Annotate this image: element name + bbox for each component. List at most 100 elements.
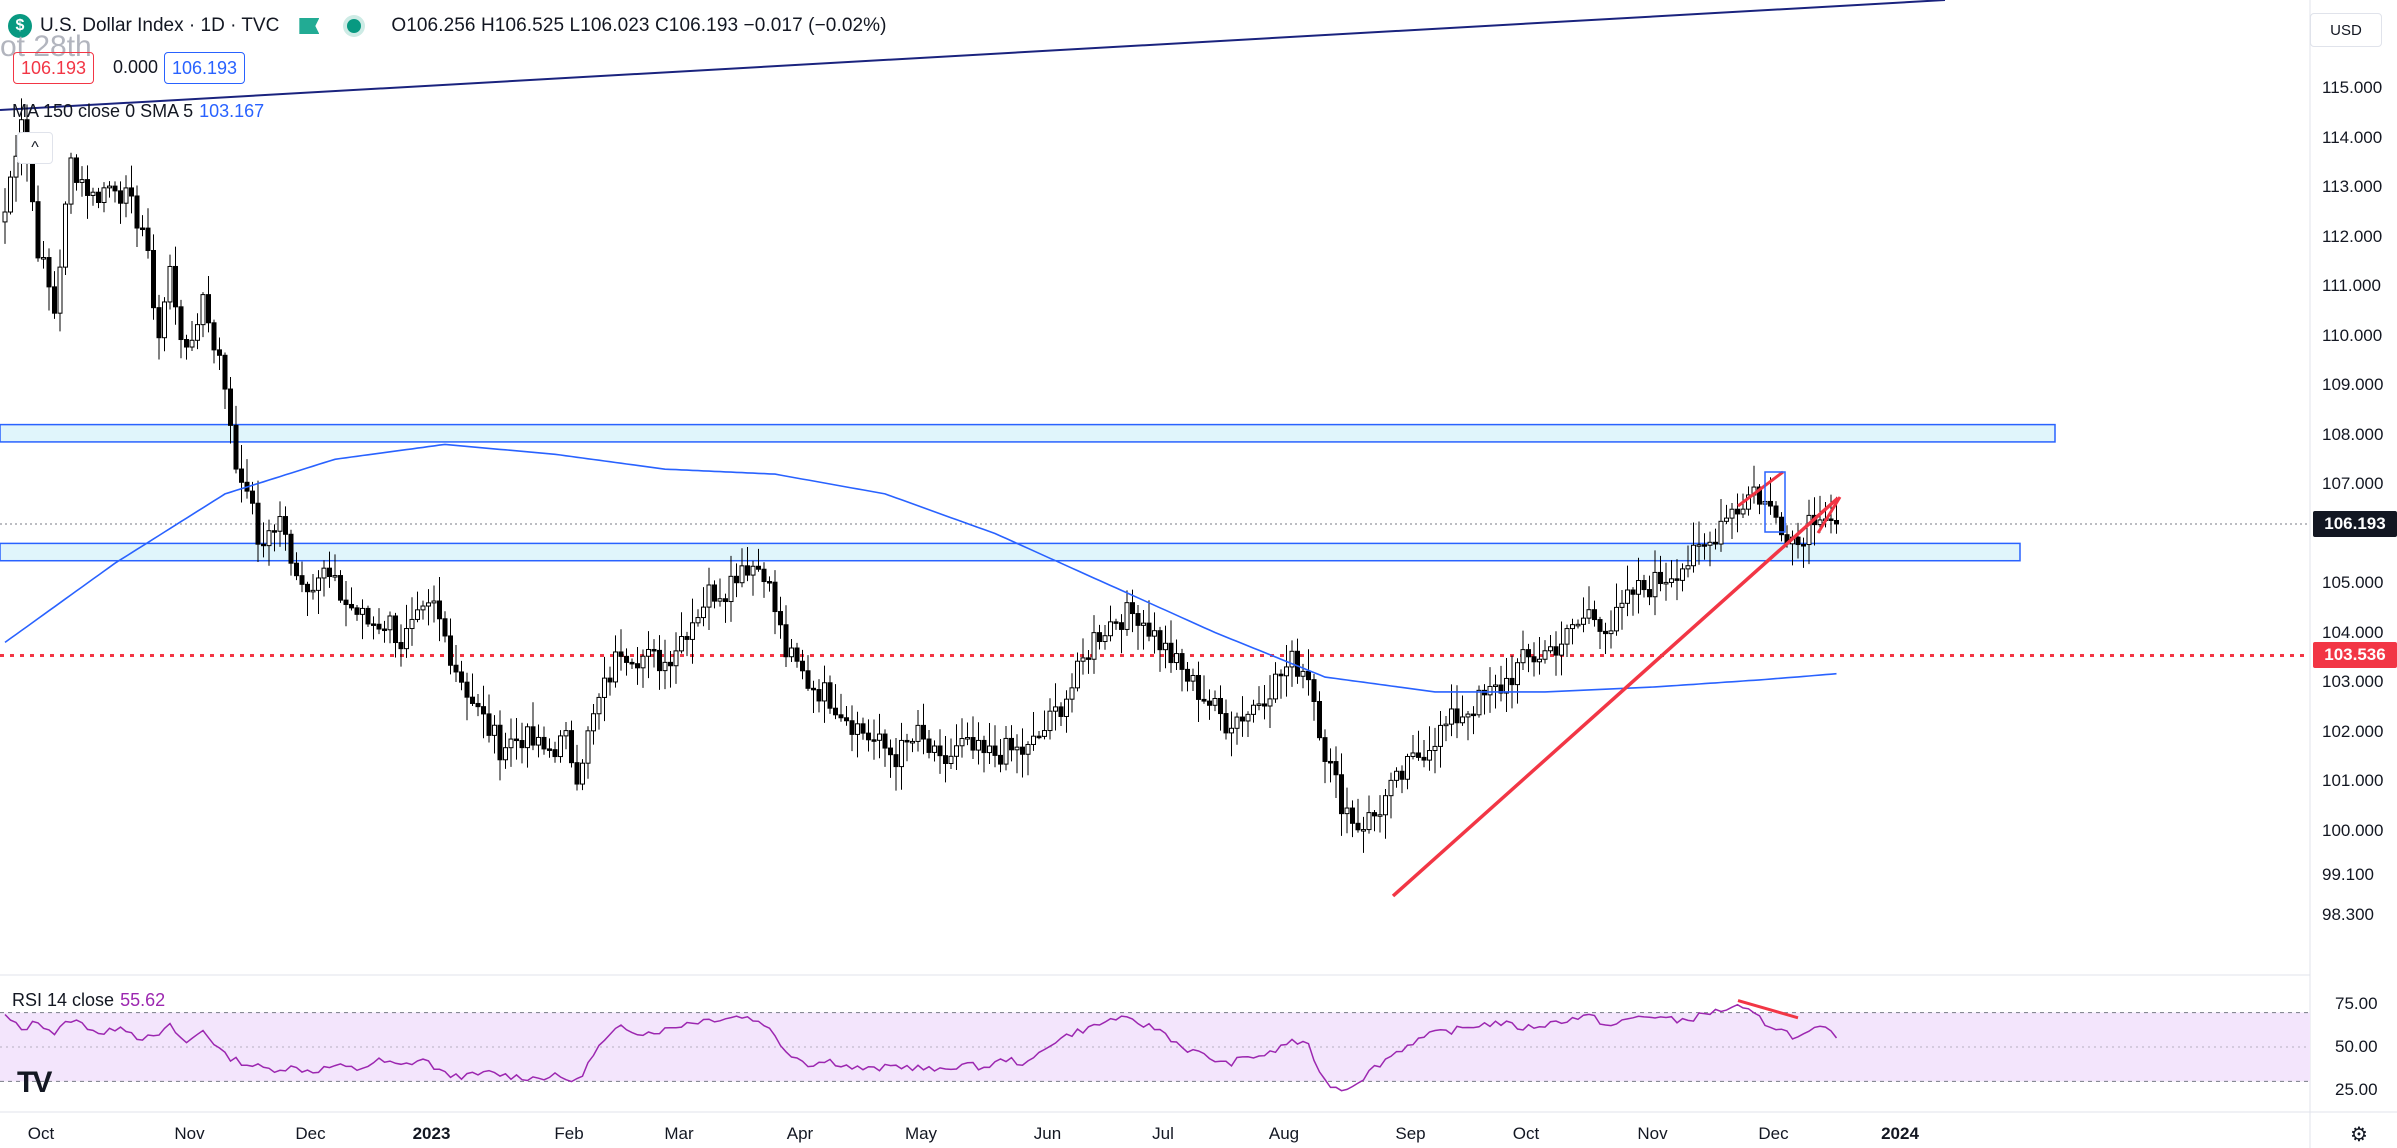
- candle-body: [1674, 578, 1680, 581]
- support-zone: [0, 423, 2056, 443]
- candle-body: [178, 306, 184, 341]
- candle-body: [871, 739, 877, 742]
- time-tick-label: Jun: [1033, 1124, 1062, 1143]
- candle-body: [470, 696, 475, 704]
- candle-body: [1251, 704, 1256, 715]
- candle-body: [745, 565, 750, 576]
- candle-body: [1020, 746, 1025, 755]
- candle-body: [1036, 735, 1042, 739]
- candle-body: [1317, 700, 1322, 739]
- market-status-icon[interactable]: [347, 19, 362, 33]
- candle-body: [1438, 724, 1443, 747]
- candle-body: [354, 607, 360, 615]
- sell-price-button[interactable]: 106.193: [13, 52, 95, 84]
- dollar-icon[interactable]: $: [8, 14, 32, 38]
- candle-body: [525, 726, 530, 749]
- candle-body: [459, 671, 464, 683]
- candle-body: [613, 651, 618, 683]
- candle-body: [288, 533, 294, 564]
- candle-body: [448, 635, 453, 666]
- candle-body: [739, 565, 745, 584]
- rsi-tick-label: 50.00: [2335, 1037, 2378, 1056]
- candle-body: [1124, 602, 1130, 630]
- candle-body: [1003, 737, 1009, 765]
- candle-body: [437, 600, 442, 620]
- candle-body: [398, 642, 404, 650]
- time-tick-label: Apr: [786, 1124, 814, 1143]
- candle-body: [1207, 700, 1212, 706]
- candle-body: [1080, 657, 1086, 662]
- gear-icon[interactable]: ⚙: [2350, 1124, 2368, 1146]
- candle-body: [1377, 814, 1383, 817]
- candle-body: [701, 606, 706, 619]
- rsi-indicator-legend[interactable]: RSI 14 close 55.62: [12, 990, 165, 1011]
- candle-body: [1575, 623, 1581, 627]
- candle-body: [107, 185, 112, 189]
- candle-body: [915, 724, 921, 742]
- candle-body: [690, 622, 695, 640]
- ma-indicator-legend[interactable]: MA 150 close 0 SMA 5 103.167: [12, 101, 264, 122]
- symbol-title[interactable]: U.S. Dollar Index · 1D · TVC: [40, 15, 280, 36]
- candle-body: [46, 257, 52, 288]
- candle-body: [162, 301, 167, 339]
- candle-body: [1680, 568, 1685, 581]
- candle-body: [530, 726, 536, 746]
- candle-body: [211, 322, 217, 351]
- candle-body: [41, 257, 46, 260]
- candle-body: [1333, 761, 1339, 776]
- candle-body: [965, 737, 970, 740]
- chevron-up-icon[interactable]: ^: [17, 132, 53, 164]
- candle-body: [992, 745, 998, 756]
- candle-body: [1471, 713, 1476, 717]
- tradingview-logo[interactable]: TV: [17, 1066, 52, 1099]
- candle-body: [1152, 630, 1157, 637]
- currency-selector[interactable]: USD: [2310, 13, 2382, 47]
- candle-body: [376, 623, 382, 630]
- candle-body: [1658, 571, 1663, 585]
- candle-body: [728, 575, 734, 603]
- flag-icon[interactable]: [299, 18, 320, 34]
- support-zone: [0, 542, 2021, 562]
- candle-body: [151, 249, 156, 309]
- candle-body: [415, 609, 420, 620]
- candle-body: [558, 735, 563, 758]
- candle-body: [750, 565, 756, 576]
- candle-body: [767, 581, 772, 584]
- candle-body: [1828, 518, 1834, 522]
- candle-body: [1064, 698, 1069, 717]
- candle-body: [228, 388, 233, 426]
- candle-body: [822, 682, 827, 702]
- candle-body: [662, 661, 668, 672]
- candle-body: [338, 575, 343, 601]
- candle-body: [574, 762, 580, 785]
- candle-body: [1042, 730, 1047, 737]
- candle-body: [1586, 609, 1592, 619]
- candle-body: [1174, 653, 1179, 664]
- candle-body: [833, 707, 838, 716]
- candle-body: [79, 179, 85, 183]
- ma-label: MA 150 close 0 SMA 5: [12, 101, 194, 121]
- price-tick-label: 113.000: [2322, 177, 2383, 196]
- candle-body: [1597, 619, 1603, 632]
- candle-body: [255, 502, 261, 545]
- long-trendline: [0, 0, 1946, 111]
- candle-body: [382, 628, 387, 632]
- candle-body: [1009, 737, 1014, 751]
- candle-body: [1361, 829, 1366, 832]
- annotation-text: ot 28th: [0, 30, 92, 63]
- candle-body: [1190, 674, 1196, 682]
- time-tick-label: Mar: [664, 1124, 694, 1143]
- candle-body: [899, 739, 904, 768]
- time-tick-label: 2023: [412, 1124, 451, 1143]
- spread-value: 0.000: [113, 57, 159, 77]
- candle-body: [1047, 710, 1053, 732]
- candle-body: [948, 755, 954, 764]
- candle-body: [1636, 580, 1641, 595]
- candle-body: [926, 738, 932, 753]
- candle-body: [1531, 656, 1537, 663]
- candle-body: [1553, 646, 1559, 656]
- candle-body: [1410, 752, 1416, 757]
- buy-price-button[interactable]: 106.193: [164, 52, 246, 84]
- candle-body: [1773, 505, 1779, 518]
